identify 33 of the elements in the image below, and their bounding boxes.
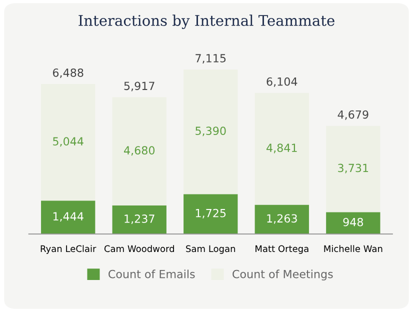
total-label: 6,488 [52,68,84,78]
bar [184,194,238,234]
total-label: 6,104 [266,77,298,87]
bar [326,126,380,212]
data-label: 1,263 [267,214,297,224]
total-label: 7,115 [196,54,226,64]
bar [254,92,309,205]
data-label: 3,731 [338,164,368,174]
data-label: 5,044 [53,137,84,147]
data-label: 1,237 [124,214,154,224]
chart-title: Interactions by Internal Teammate [78,14,334,29]
bar [41,84,96,201]
bar [184,69,238,194]
data-label: 4,841 [266,144,297,154]
data-label: 5,390 [196,126,226,136]
x-tick-label: Ryan LeClair [40,245,96,254]
bar [326,212,380,234]
bar [112,205,166,234]
bar [41,200,96,234]
x-tick-label: Matt Ortega [256,245,308,254]
data-label: 1,725 [196,208,226,218]
bar [112,97,166,206]
bar [254,204,309,234]
data-label: 948 [343,218,363,226]
legend-label: Count of Meetings [232,270,333,280]
data-label: 1,444 [53,212,84,222]
data-label: 4,680 [124,146,155,156]
total-label: 5,917 [124,82,154,92]
x-tick-label: Michelle Wan [324,245,382,252]
total-label: 4,679 [338,110,368,120]
x-tick-label: Sam Logan [186,245,236,254]
legend-label: Count of Emails [108,270,195,278]
x-tick-label: Cam Woodword [104,245,174,252]
